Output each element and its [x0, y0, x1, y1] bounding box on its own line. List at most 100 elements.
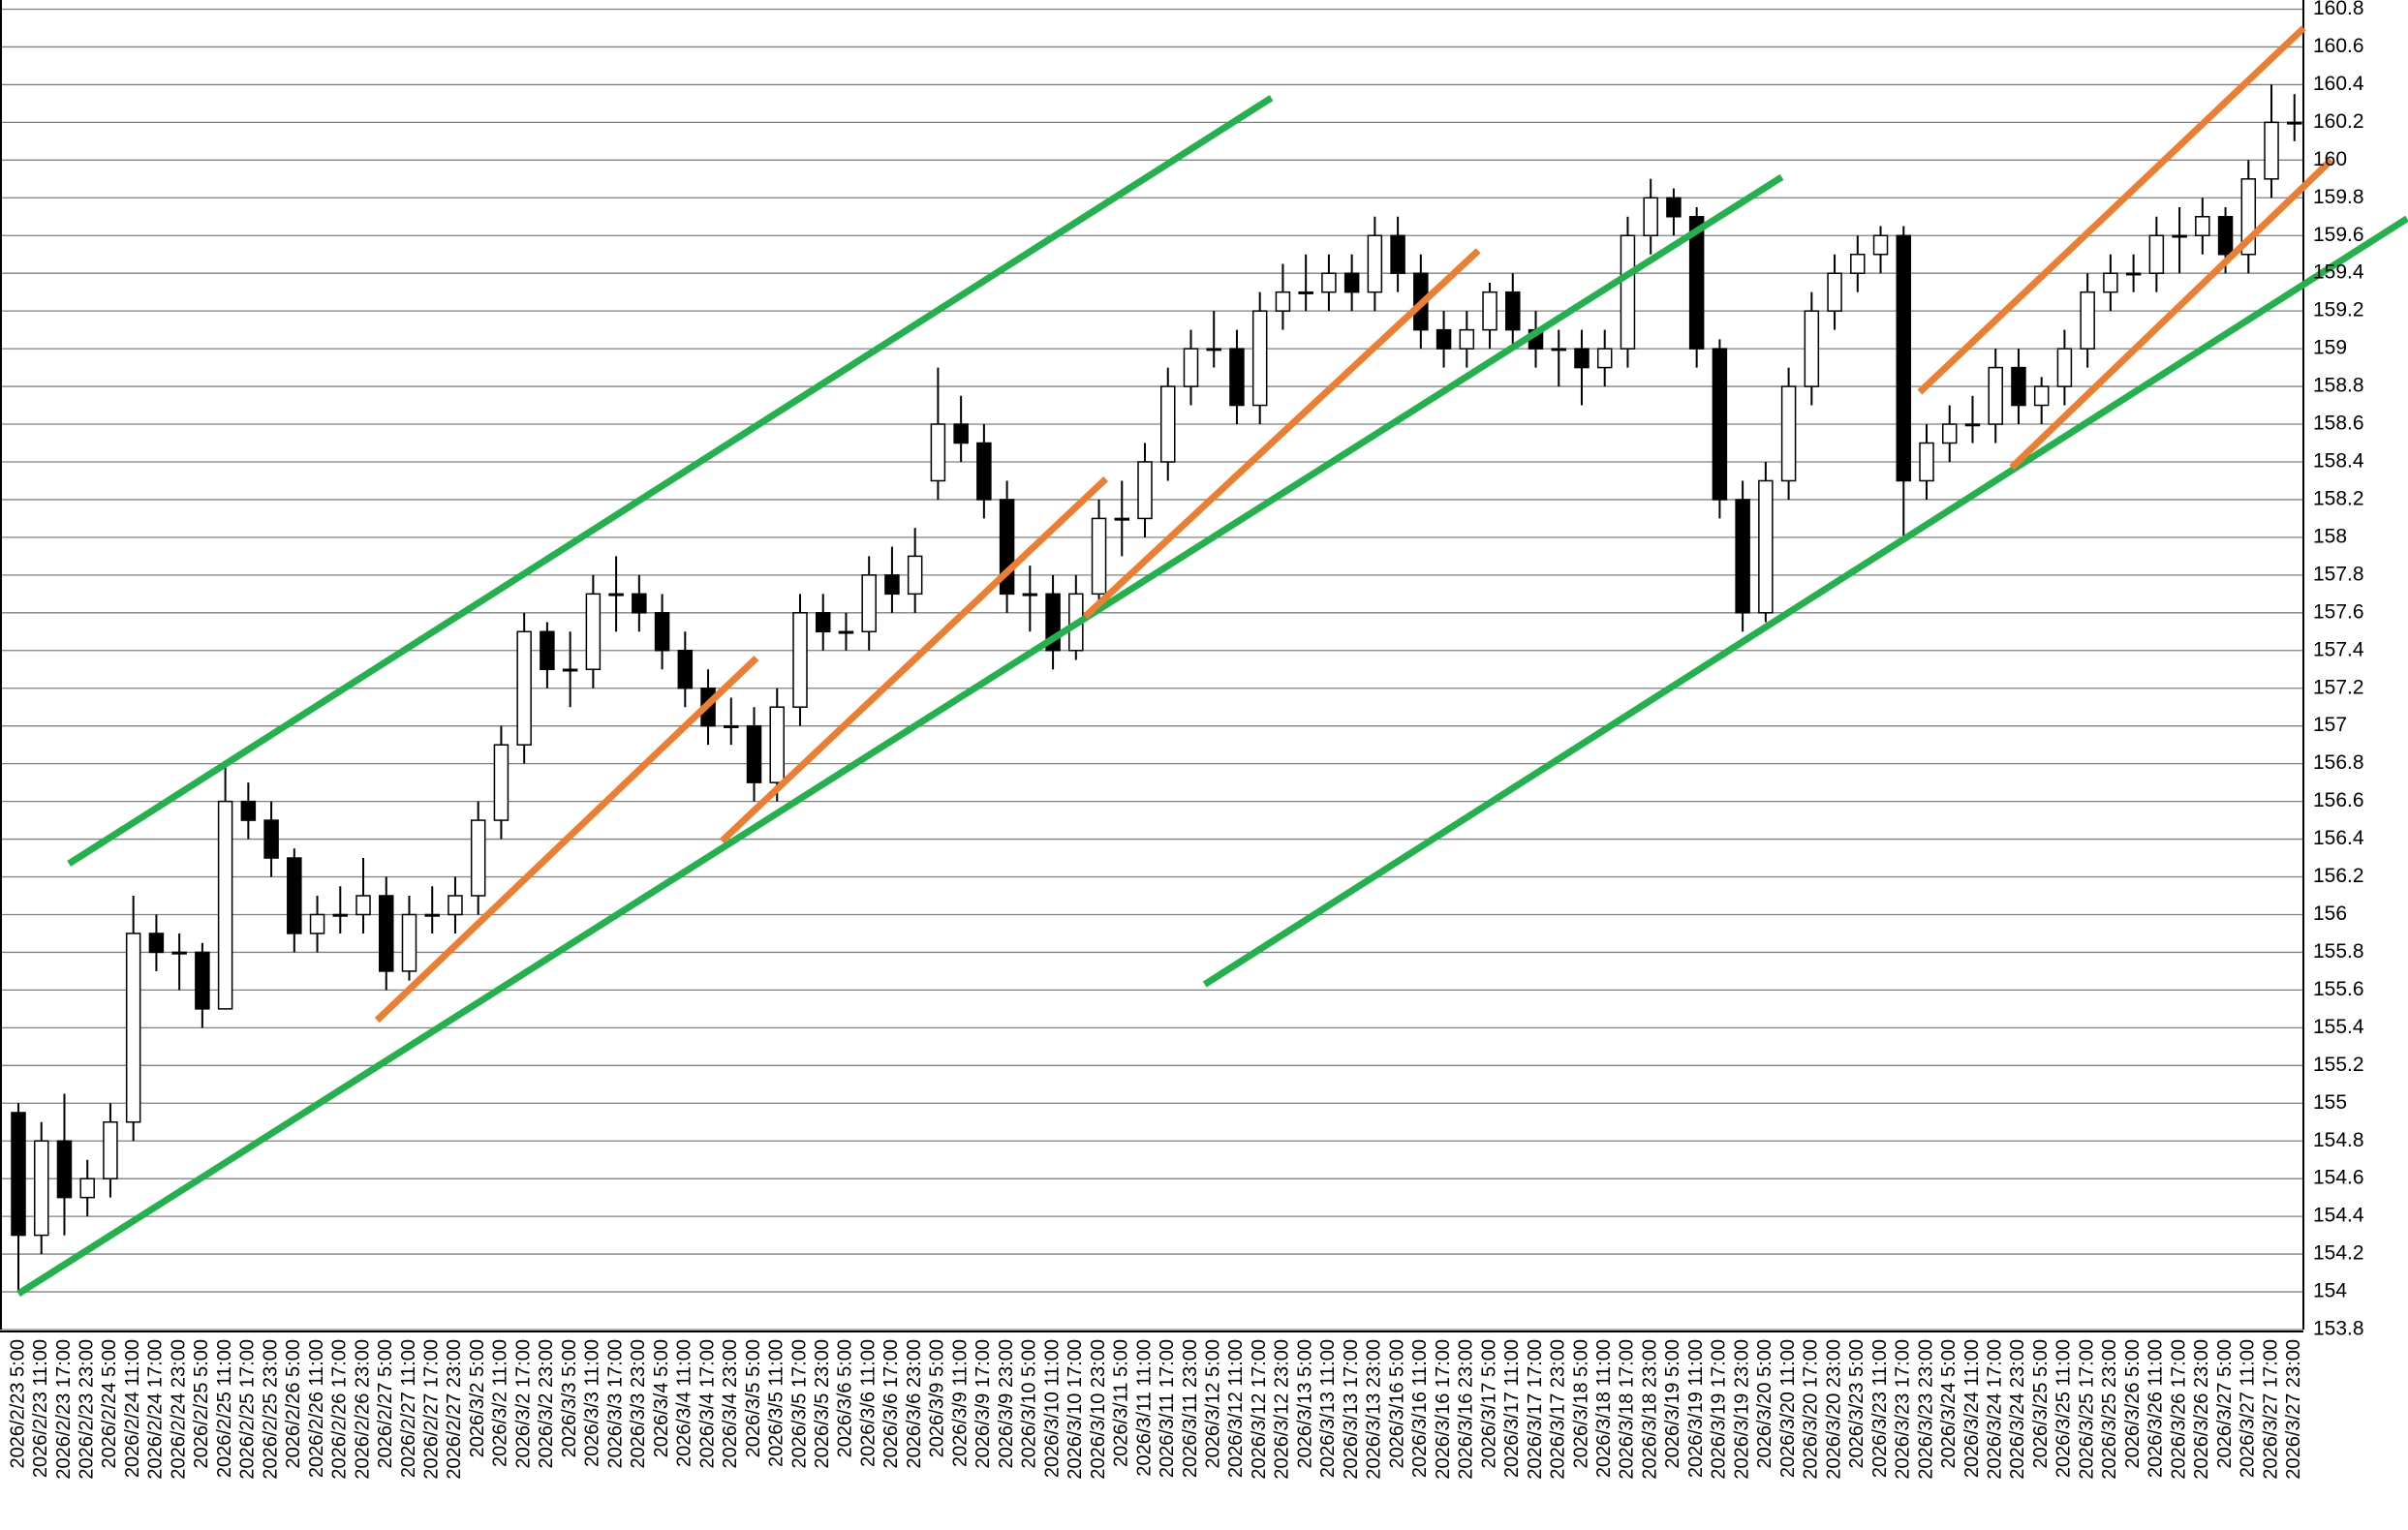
x-tick-label: 2026/2/27 23:00	[444, 1339, 465, 1480]
y-tick-label: 156	[2313, 903, 2347, 925]
candle-body	[309, 913, 325, 934]
candle-body	[815, 612, 831, 633]
candle-body	[953, 423, 969, 444]
candle-body	[1114, 517, 1130, 521]
x-tick-label: 2026/3/23 17:00	[1893, 1339, 1914, 1480]
candle-body	[103, 1120, 118, 1179]
candle-body	[1941, 423, 1958, 444]
y-tick-label: 159.4	[2313, 261, 2364, 284]
candle-body	[79, 1178, 95, 1199]
x-tick-label: 2026/3/2 17:00	[512, 1339, 534, 1468]
y-tick-label: 154.4	[2313, 1205, 2364, 1227]
candle-body	[424, 913, 440, 917]
y-tick-label: 158.4	[2313, 450, 2364, 473]
x-tick-label: 2026/3/16 23:00	[1456, 1339, 1477, 1480]
x-tick-label: 2026/3/25 23:00	[2099, 1339, 2120, 1480]
x-tick-label: 2026/2/24 11:00	[122, 1339, 143, 1478]
candle-body	[1367, 234, 1383, 293]
y-tick-label: 154	[2313, 1280, 2347, 1302]
y-tick-label: 154.6	[2313, 1167, 2364, 1189]
trend-line	[719, 475, 1109, 844]
x-tick-label: 2026/3/3 17:00	[604, 1339, 626, 1468]
x-tick-label: 2026/3/13 23:00	[1364, 1339, 1385, 1480]
x-tick-label: 2026/3/4 23:00	[720, 1339, 741, 1468]
x-tick-label: 2026/2/26 11:00	[306, 1339, 327, 1478]
y-tick-label: 157.2	[2313, 676, 2364, 698]
y-tick-label: 155.2	[2313, 1054, 2364, 1076]
candle-body	[1022, 593, 1038, 597]
y-tick-label: 156.4	[2313, 827, 2364, 849]
trend-line	[67, 95, 1274, 867]
candle-body	[2172, 234, 2187, 238]
y-tick-label: 160.4	[2313, 73, 2364, 95]
candle-body	[1298, 291, 1313, 294]
x-tick-label: 2026/2/27 17:00	[421, 1339, 443, 1480]
x-tick-label: 2026/3/17 17:00	[1525, 1339, 1546, 1480]
candle-body	[1919, 442, 1934, 482]
x-tick-label: 2026/3/24 5:00	[1938, 1339, 1960, 1468]
candle-body	[240, 800, 257, 821]
x-tick-label: 2026/2/24 23:00	[168, 1339, 189, 1480]
candle-body	[677, 650, 694, 689]
x-tick-label: 2026/2/26 17:00	[329, 1339, 351, 1480]
candle-body	[125, 933, 141, 1123]
x-tick-label: 2026/3/20 5:00	[1754, 1339, 1775, 1468]
candle-body	[1643, 197, 1658, 236]
candle-body	[930, 423, 946, 482]
candle-body	[448, 895, 463, 916]
x-tick-label: 2026/3/2 11:00	[490, 1339, 511, 1467]
candles	[11, 84, 2302, 1293]
candle-body	[195, 951, 210, 1010]
y-tick-label: 154.2	[2313, 1242, 2364, 1265]
candle-body	[332, 913, 349, 917]
y-tick-label: 154.8	[2313, 1129, 2364, 1151]
x-tick-label: 2026/3/23 11:00	[1869, 1339, 1891, 1478]
y-tick-label: 160	[2313, 148, 2347, 170]
x-tick-label: 2026/3/12 11:00	[1225, 1339, 1247, 1478]
labels: 153.8 154 154.2 154.4 154.6 154.8 155 155.2 155.…	[7, 0, 2364, 1480]
trend-line	[2009, 157, 2334, 471]
candle-body	[1620, 234, 1636, 350]
x-tick-label: 2026/3/18 23:00	[1639, 1339, 1660, 1480]
candle-body	[861, 574, 877, 633]
x-tick-label: 2026/3/27 5:00	[2214, 1339, 2236, 1468]
x-tick-label: 2026/3/6 11:00	[857, 1339, 879, 1467]
x-tick-label: 2026/3/24 23:00	[2007, 1339, 2028, 1480]
x-tick-label: 2026/3/20 23:00	[1823, 1339, 1844, 1480]
x-tick-label: 2026/3/16 11:00	[1409, 1339, 1431, 1478]
x-tick-label: 2026/3/12 23:00	[1272, 1339, 1293, 1480]
trend-line	[1917, 25, 2306, 395]
y-tick-label: 156.6	[2313, 789, 2364, 811]
candle-body	[287, 857, 302, 934]
candle-body	[1688, 216, 1705, 350]
x-tick-label: 2026/3/10 11:00	[1041, 1339, 1063, 1478]
x-tick-label: 2026/3/19 23:00	[1731, 1339, 1752, 1480]
x-tick-label: 2026/2/23 23:00	[76, 1339, 97, 1480]
y-tick-label: 155.6	[2313, 978, 2364, 1000]
x-tick-label: 2026/2/26 5:00	[283, 1339, 304, 1468]
candle-body	[1896, 234, 1912, 482]
trend-line	[1082, 248, 1481, 620]
x-tick-label: 2026/3/9 11:00	[949, 1339, 971, 1467]
y-tick-label: 155.8	[2313, 940, 2364, 963]
candle-body	[654, 612, 670, 652]
grid	[0, 0, 2304, 1332]
x-tick-label: 2026/2/23 17:00	[53, 1339, 75, 1480]
x-tick-label: 2026/2/24 5:00	[99, 1339, 120, 1468]
y-tick-label: 156.2	[2313, 865, 2364, 887]
candle-body	[1390, 234, 1405, 274]
candle-body	[2195, 216, 2210, 236]
x-tick-label: 2026/3/18 5:00	[1570, 1339, 1591, 1468]
trend-line	[1202, 215, 2408, 988]
candle-body	[1574, 348, 1590, 369]
x-tick-label: 2026/3/9 17:00	[972, 1339, 994, 1468]
candle-body	[1275, 291, 1291, 312]
x-tick-label: 2026/3/17 5:00	[1478, 1339, 1499, 1468]
candle-body	[746, 724, 762, 783]
candle-body	[1321, 272, 1337, 293]
x-tick-label: 2026/3/16 5:00	[1386, 1339, 1407, 1468]
x-tick-label: 2026/3/25 17:00	[2076, 1339, 2097, 1480]
y-tick-label: 153.8	[2313, 1318, 2364, 1340]
x-tick-label: 2026/3/11 11:00	[1133, 1339, 1155, 1477]
